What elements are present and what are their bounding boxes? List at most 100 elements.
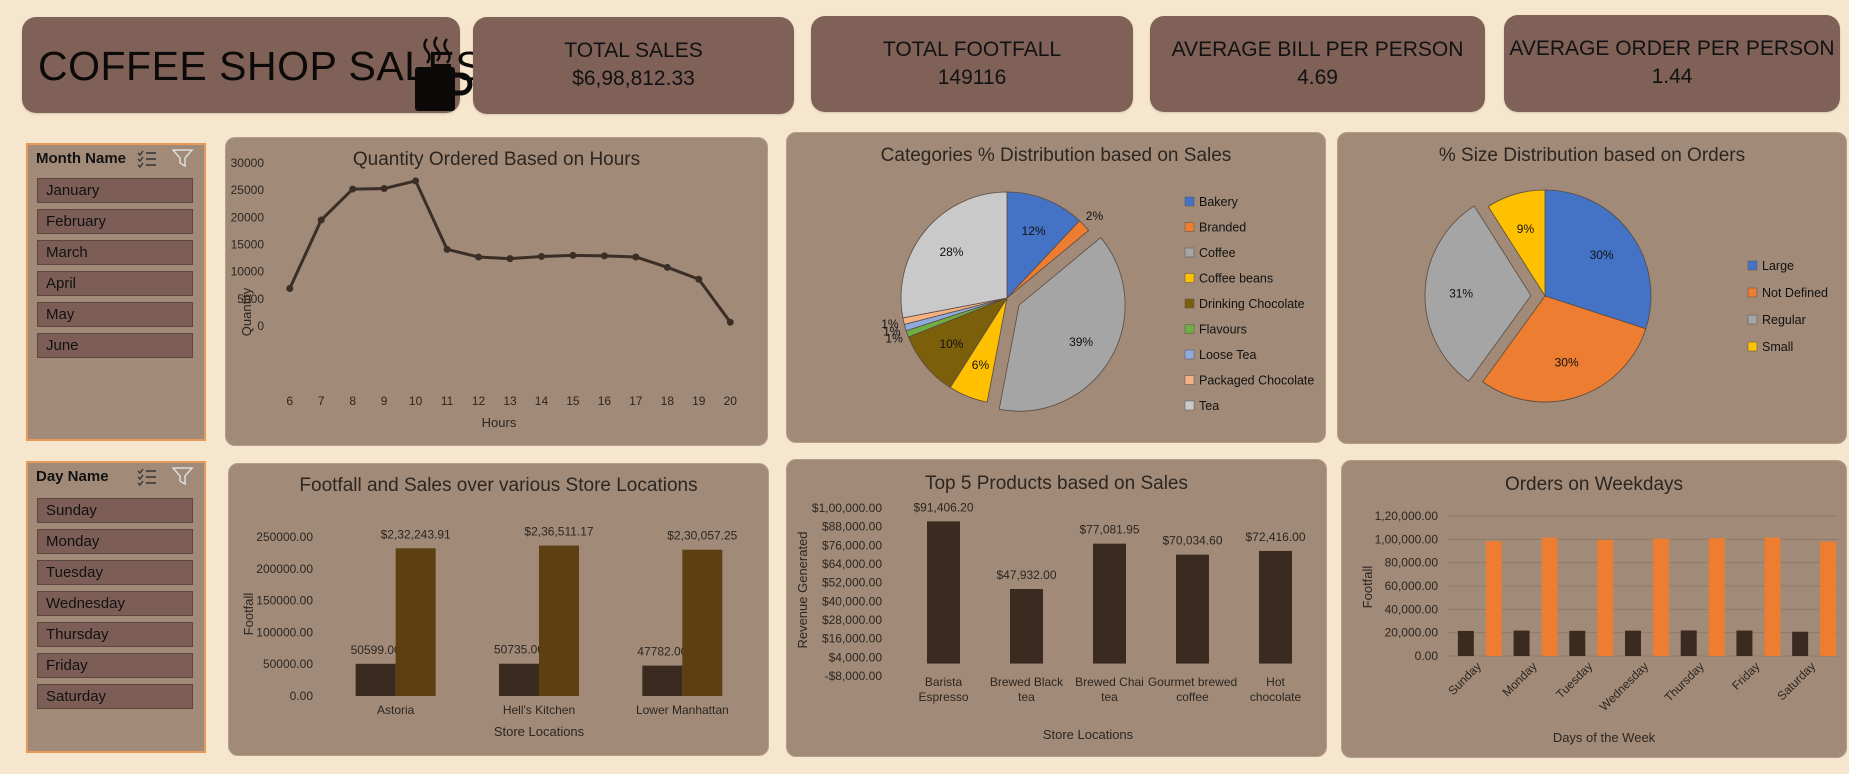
weekday-orders-bar-chart: 0.00 20,000.00 40,000.00 60,000.00 80,000.00… [1360, 509, 1838, 745]
multi-select-icon[interactable] [136, 466, 158, 486]
data-label: $72,416.00 [1245, 530, 1305, 544]
pie-slice [1006, 220, 1090, 299]
data-label: 47782.00 [637, 645, 687, 659]
legend-label: Flavours [1199, 323, 1247, 337]
bar [1764, 537, 1781, 656]
data-point [286, 285, 294, 293]
legend-swatch [1184, 324, 1195, 334]
bar [1569, 630, 1586, 656]
x-tick-label: Brewed Chai [1075, 675, 1144, 689]
slicer-item-saturday[interactable]: Saturday [37, 684, 193, 709]
x-tick-label: 12 [472, 394, 486, 408]
data-label: 50735.00 [494, 643, 544, 657]
multi-select-icon[interactable] [136, 148, 158, 168]
legend-swatch [1184, 400, 1195, 411]
data-point [475, 253, 483, 261]
data-label: 31% [1449, 286, 1473, 300]
top-products-bar-chart: -$8,000.00 $4,000.00 $16,000.00 $28,000.00 $… [795, 500, 1306, 742]
slicer-item-january[interactable]: January [37, 178, 193, 203]
y-tick-label: 10000 [231, 265, 265, 279]
bar [682, 549, 723, 696]
dashboard-title: COFFEE SHOP SALES [38, 43, 484, 89]
legend-swatch [1184, 375, 1195, 385]
data-label: 39% [1069, 335, 1093, 349]
legend-label: Regular [1762, 313, 1806, 327]
month-slicer-title: Month Name [36, 150, 126, 167]
y-tick-label: $40,000.00 [822, 594, 882, 608]
store-locations-bar-chart: 0.00 50000.00 100000.00 150000.00 200000.00 2… [241, 525, 738, 739]
data-point [443, 245, 451, 253]
legend-swatch [1184, 247, 1195, 258]
hours-line-chart-panel: Quantity Ordered Based on Hours 0 5000 100… [225, 137, 768, 446]
slicer-item-april[interactable]: April [37, 271, 193, 296]
kpi-value: $6,98,812.33 [572, 67, 695, 90]
x-axis-title: Store Locations [494, 724, 585, 739]
x-tick-label: Saturday [1774, 659, 1818, 703]
x-tick-label: Hot [1266, 675, 1285, 689]
chart-title: Top 5 Products based on Sales [924, 473, 1188, 494]
legend-label: Coffee beans [1199, 272, 1273, 286]
bar [1653, 538, 1669, 656]
pie-slice [1544, 189, 1652, 330]
x-tick-label: Sunday [1445, 659, 1484, 698]
y-tick-label: 1,20,000.00 [1375, 509, 1439, 523]
slicer-item-thursday[interactable]: Thursday [37, 622, 193, 647]
day-slicer-title: Day Name [36, 468, 109, 485]
x-tick-label: Barista [925, 675, 963, 689]
kpi-value: 149116 [937, 66, 1007, 89]
slicer-item-february[interactable]: February [37, 209, 193, 234]
kpi-value: 4.69 [1297, 66, 1338, 89]
clear-filter-icon[interactable] [172, 148, 194, 168]
data-label: $70,034.60 [1162, 534, 1222, 548]
y-tick-label: 30000 [231, 156, 265, 170]
y-tick-label: 25000 [231, 183, 265, 197]
y-tick-label: 0 [257, 319, 264, 333]
slicer-item-june[interactable]: June [37, 333, 193, 358]
slicer-item-tuesday[interactable]: Tuesday [37, 560, 193, 585]
data-label: 1% [885, 332, 903, 346]
legend-swatch [1184, 196, 1195, 207]
coffee-cup-icon [415, 36, 473, 111]
legend-swatch [1184, 298, 1195, 309]
slicer-item-sunday[interactable]: Sunday [37, 498, 193, 523]
x-tick-label: 10 [409, 394, 423, 408]
x-tick-label: 13 [503, 394, 517, 408]
month-slicer: Month Name January February March April … [26, 143, 206, 441]
data-point [380, 185, 388, 193]
pie-slice [900, 191, 1008, 319]
clear-filter-icon[interactable] [172, 466, 194, 486]
y-tick-label: $4,000.00 [829, 650, 883, 664]
legend-swatch [1184, 222, 1195, 232]
x-tick-label: Wednesday [1597, 659, 1652, 714]
data-label: $2,32,243.91 [381, 527, 451, 541]
kpi-label: AVERAGE ORDER PER PERSON [1509, 37, 1835, 60]
x-tick-label: 9 [381, 394, 388, 408]
data-label: 50599.00 [351, 643, 401, 657]
bar [1541, 537, 1558, 656]
legend-label: Packaged Chocolate [1199, 374, 1314, 388]
data-point [412, 177, 420, 185]
kpi-label: TOTAL SALES [564, 39, 703, 62]
slicer-item-may[interactable]: May [37, 302, 193, 327]
x-tick-label: Gourmet brewed [1148, 675, 1237, 689]
chart-title: Categories % Distribution based on Sales [880, 145, 1232, 166]
kpi-average-bill: AVERAGE BILL PER PERSON 4.69 [1150, 16, 1485, 112]
data-label: 1% [883, 324, 901, 338]
bar [1485, 541, 1502, 656]
bar [499, 663, 539, 696]
x-tick-label: 14 [535, 394, 549, 408]
slicer-item-march[interactable]: March [37, 240, 193, 265]
kpi-label: AVERAGE BILL PER PERSON [1171, 38, 1464, 61]
slicer-item-wednesday[interactable]: Wednesday [37, 591, 193, 616]
slicer-item-monday[interactable]: Monday [37, 529, 193, 554]
data-point [317, 216, 325, 224]
y-tick-label: $52,000.00 [822, 576, 882, 590]
categories-pie-chart: 12% 2% 39% 6% 10% 1%1%1% 28% Bakery Branded Coffe… [881, 191, 1314, 413]
y-tick-label: 60,000.00 [1385, 579, 1439, 593]
data-label: 12% [1022, 224, 1046, 238]
slicer-item-friday[interactable]: Friday [37, 653, 193, 678]
y-tick-label: $88,000.00 [822, 520, 882, 534]
pie-slice [998, 236, 1126, 412]
x-axis-title: Days of the Week [1553, 730, 1656, 745]
x-tick-label: 8 [349, 394, 356, 408]
